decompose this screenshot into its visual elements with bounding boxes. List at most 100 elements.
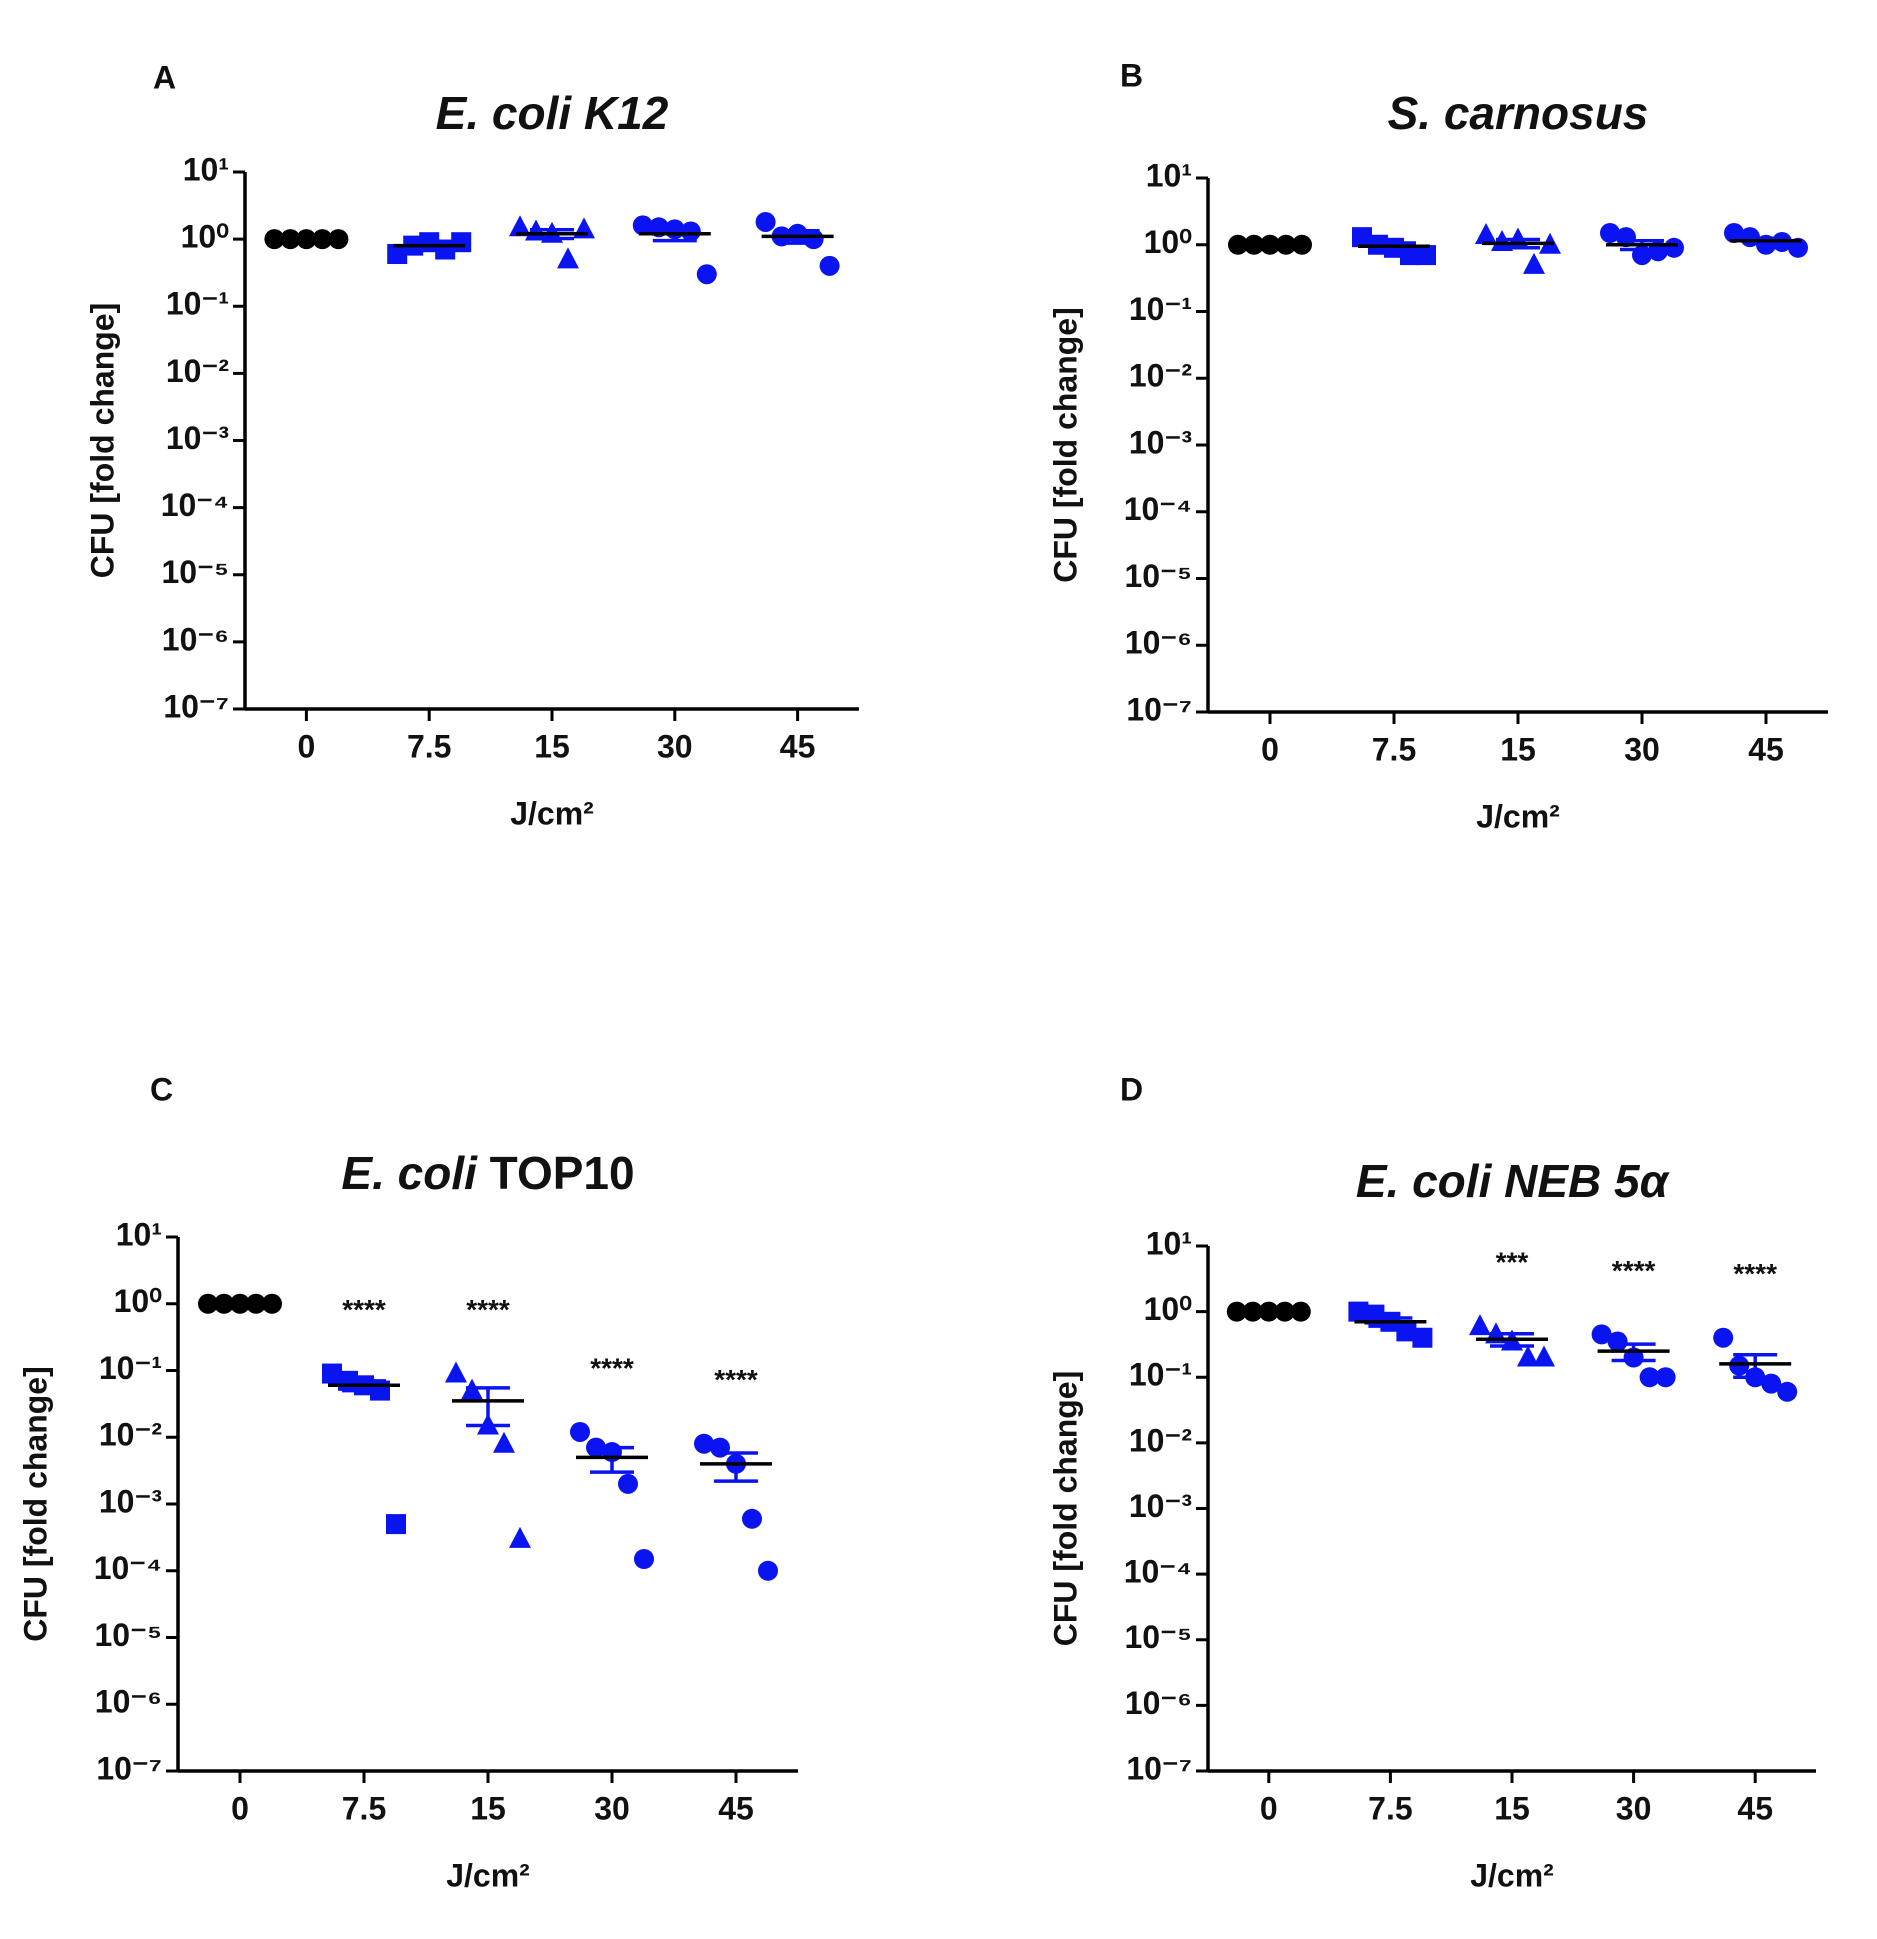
y-axis-label: CFU [fold change] (17, 1366, 53, 1642)
y-tick-label: 10⁻¹ (1129, 291, 1192, 327)
x-tick-label: 30 (1624, 731, 1660, 767)
y-tick-label: 10⁻⁴ (94, 1550, 162, 1586)
x-tick-label: 30 (1616, 1790, 1652, 1826)
point (509, 1526, 531, 1548)
point (1591, 1324, 1612, 1345)
point (696, 264, 717, 285)
y-tick-label: 10⁻¹ (166, 286, 229, 322)
y-tick-label: 10⁻⁷ (163, 688, 229, 724)
x-tick-label: 45 (780, 728, 816, 764)
y-axis-label: CFU [fold change] (1047, 1371, 1083, 1647)
panel-label: D (1120, 1071, 1143, 1107)
point (557, 247, 579, 269)
y-tick-label: 10⁰ (1144, 224, 1193, 260)
panel-label: B (1120, 57, 1143, 93)
error-bar (714, 1451, 758, 1483)
point (570, 1421, 590, 1442)
point (1600, 222, 1620, 243)
y-tick-label: 10⁻⁴ (1124, 1554, 1192, 1590)
point (1639, 1367, 1660, 1388)
y-axis-label: CFU [fold change] (1047, 307, 1083, 583)
point (1729, 1355, 1750, 1376)
point (1469, 1314, 1491, 1336)
x-tick-label: 0 (298, 728, 316, 764)
point (509, 215, 531, 237)
point (819, 255, 840, 276)
significance: **** (714, 1364, 758, 1395)
point (387, 244, 408, 265)
point (445, 1361, 467, 1383)
y-tick-label: 10⁰ (114, 1283, 163, 1319)
x-tick-label: 7.5 (407, 728, 451, 764)
x-tick-label: 7.5 (342, 1790, 386, 1826)
y-tick-label: 10⁻⁵ (94, 1617, 162, 1653)
point (758, 1560, 778, 1581)
point (1724, 222, 1744, 243)
x-tick-label: 45 (1737, 1790, 1773, 1826)
y-tick-label: 10¹ (183, 151, 229, 187)
y-tick-label: 10⁻⁷ (1126, 1750, 1192, 1786)
y-tick-label: 10⁻⁷ (96, 1750, 162, 1786)
y-tick-label: 10⁻² (166, 353, 229, 389)
title-part: E. coli K12 (436, 87, 669, 139)
y-tick-label: 10¹ (1146, 157, 1192, 193)
chart-title: E. coli K12 (436, 87, 669, 139)
point (1352, 227, 1372, 248)
point (1655, 1367, 1676, 1388)
title-part: E. coli NEB 5α (1356, 1155, 1671, 1207)
point (680, 221, 701, 242)
point (1412, 1327, 1433, 1348)
y-tick-label: 10⁻⁵ (1124, 558, 1192, 594)
x-tick-label: 30 (594, 1790, 630, 1826)
point (322, 1363, 342, 1384)
y-tick-label: 10¹ (1146, 1225, 1192, 1261)
y-tick-label: 10⁻³ (1129, 424, 1192, 460)
panel-label: A (153, 59, 176, 95)
y-tick-label: 10⁻⁶ (1125, 625, 1192, 661)
chart-title: E. coli NEB 5α (1356, 1155, 1671, 1207)
y-tick-label: 10⁻⁴ (1124, 491, 1192, 527)
y-axis-label: CFU [fold change] (84, 303, 120, 579)
x-tick-label: 15 (534, 728, 570, 764)
point (634, 1548, 654, 1569)
y-tick-label: 10¹ (116, 1216, 162, 1252)
point (493, 1431, 515, 1453)
error-bar (590, 1445, 634, 1474)
y-tick-label: 10⁻³ (1129, 1488, 1192, 1524)
x-tick-label: 7.5 (1368, 1790, 1412, 1826)
significance: **** (342, 1294, 386, 1325)
point (755, 211, 776, 232)
y-tick-label: 10⁻⁵ (161, 554, 229, 590)
y-tick-label: 10⁻² (99, 1417, 162, 1453)
point (1523, 252, 1545, 274)
chart-title: E. coli TOP10 (341, 1147, 634, 1199)
point (1713, 1327, 1734, 1348)
x-tick-label: 0 (1261, 731, 1279, 767)
x-tick-label: 15 (1500, 731, 1536, 767)
point (1777, 1381, 1798, 1402)
y-tick-label: 10⁻¹ (99, 1350, 162, 1386)
x-axis-label: J/cm² (1470, 1857, 1554, 1893)
x-tick-label: 45 (1748, 731, 1784, 767)
panel-label: C (150, 1071, 173, 1107)
point (1533, 1345, 1555, 1367)
y-tick-label: 10⁻² (1129, 358, 1192, 394)
significance: *** (1496, 1247, 1529, 1278)
significance: **** (590, 1352, 634, 1383)
point (618, 1473, 638, 1494)
title-part: TOP10 (477, 1147, 635, 1199)
point (632, 215, 653, 236)
error-bar (466, 1386, 510, 1428)
y-tick-label: 10⁻⁴ (161, 487, 229, 523)
x-axis-label: J/cm² (1476, 798, 1560, 834)
y-tick-label: 10⁻⁷ (1126, 691, 1192, 727)
x-tick-label: 30 (657, 728, 693, 764)
significance: **** (466, 1294, 510, 1325)
x-axis-label: J/cm² (446, 1857, 530, 1893)
point (1475, 222, 1497, 244)
point (1348, 1301, 1369, 1322)
title-part: E. coli (341, 1147, 478, 1199)
x-tick-label: 7.5 (1372, 731, 1416, 767)
chart-title: S. carnosus (1388, 87, 1649, 139)
